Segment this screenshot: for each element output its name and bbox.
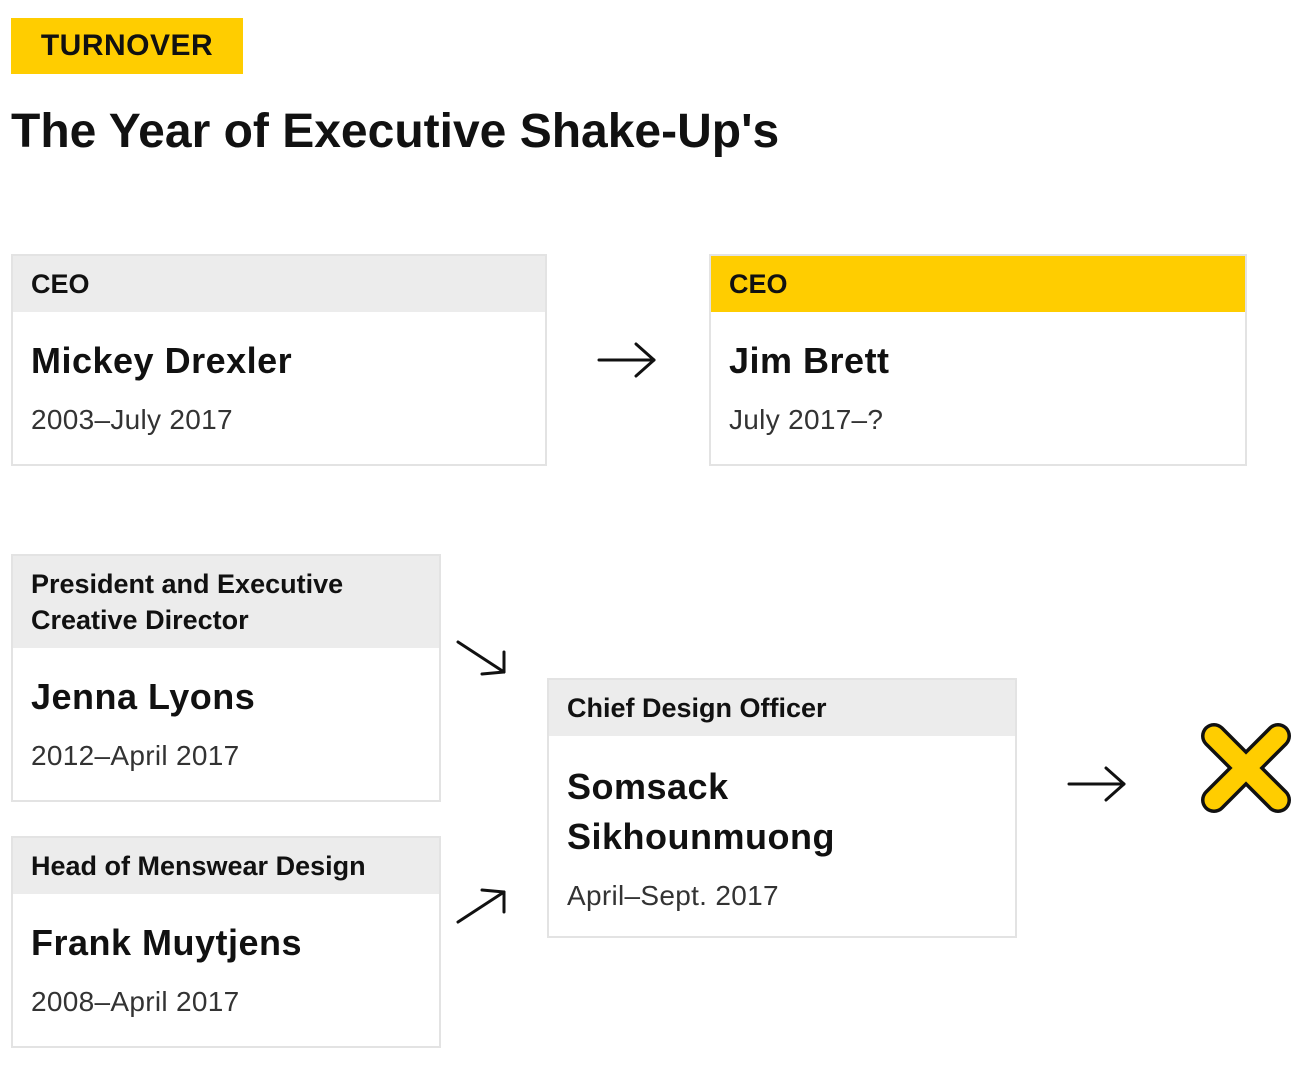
x-mark-icon: [1201, 723, 1291, 813]
card-role: CEO: [13, 256, 545, 312]
card-role: President and Executive Creative Directo…: [13, 556, 439, 648]
arrow-down-right-icon: [456, 640, 506, 676]
card-jenna-lyons: President and Executive Creative Directo…: [11, 554, 441, 802]
card-role: Head of Menswear Design: [13, 838, 439, 894]
arrow-right-icon: [1067, 766, 1126, 802]
card-mickey-drexler: CEO Mickey Drexler 2003–July 2017: [11, 254, 547, 466]
card-role: Chief Design Officer: [549, 680, 1015, 736]
card-person-name: Somsack Sikhounmuong: [567, 766, 835, 857]
card-person-name: Mickey Drexler: [31, 340, 293, 381]
card-person-name: Jim Brett: [729, 340, 890, 381]
section-tag: TURNOVER: [11, 18, 243, 74]
card-dates: 2012–April 2017: [31, 740, 240, 771]
arrow-up-right-icon: [456, 888, 506, 924]
card-somsack-sikhounmuong: Chief Design Officer Somsack Sikhounmuon…: [547, 678, 1017, 938]
arrow-right-icon: [597, 342, 656, 378]
card-dates: 2003–July 2017: [31, 404, 233, 435]
card-person-name: Frank Muytjens: [31, 922, 303, 963]
card-person-name: Jenna Lyons: [31, 676, 256, 717]
card-role: CEO: [711, 256, 1245, 312]
card-dates: April–Sept. 2017: [567, 880, 779, 911]
card-frank-muytjens: Head of Menswear Design Frank Muytjens 2…: [11, 836, 441, 1048]
card-dates: 2008–April 2017: [31, 986, 240, 1017]
card-jim-brett: CEO Jim Brett July 2017–?: [709, 254, 1247, 466]
card-dates: July 2017–?: [729, 404, 884, 435]
page-title: The Year of Executive Shake-Up's: [11, 105, 780, 158]
